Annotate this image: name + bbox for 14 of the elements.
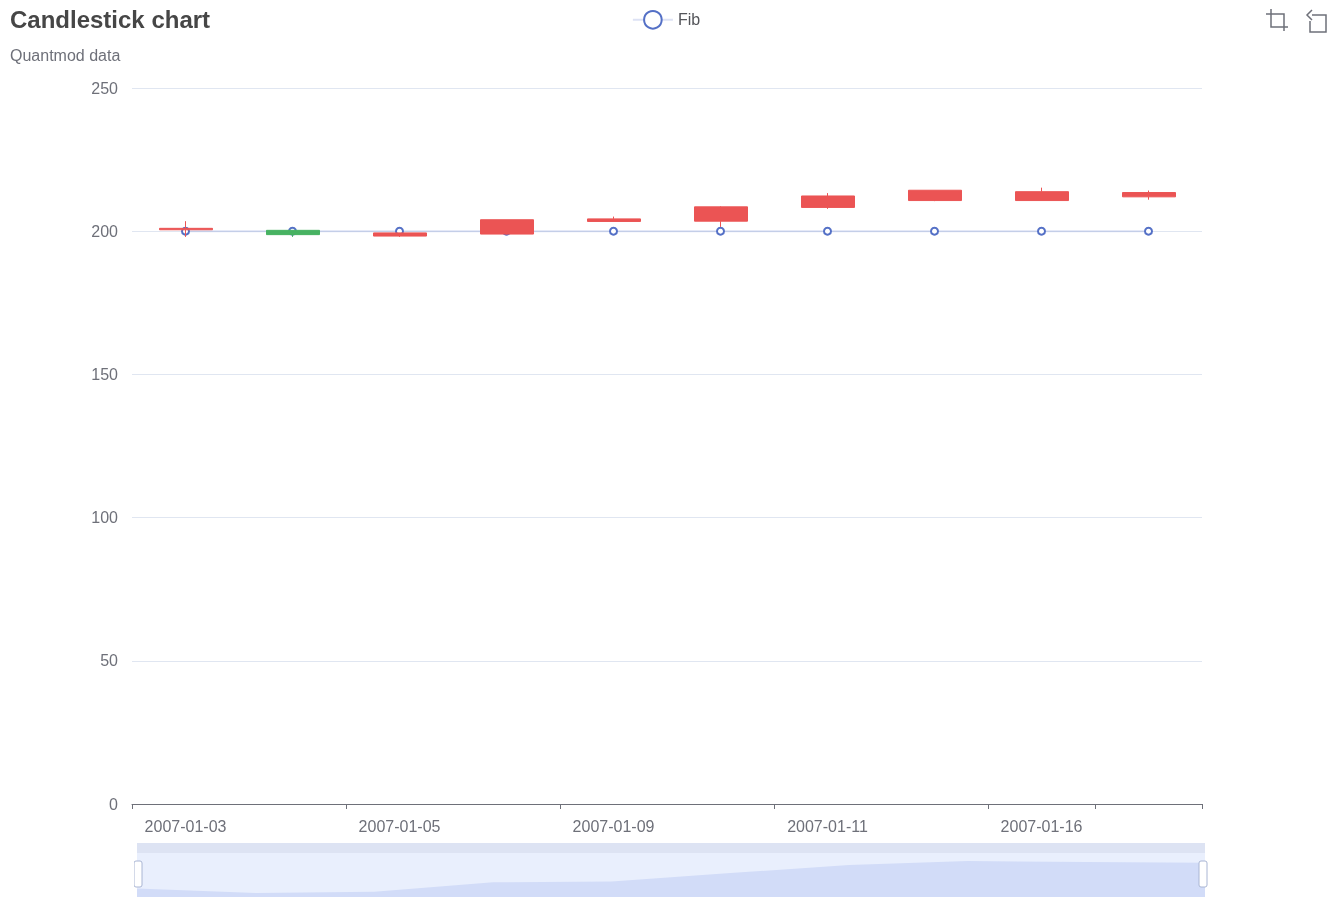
x-tick-label: 2007-01-11 xyxy=(787,817,868,835)
y-tick-label: 200 xyxy=(91,222,119,240)
y-tick-label: 100 xyxy=(91,509,119,527)
y-tick-label: 50 xyxy=(100,652,119,670)
x-tick-label: 2007-01-16 xyxy=(1000,817,1083,835)
chart-title: Candlestick chart xyxy=(10,5,211,33)
x-tick-label: 2007-01-03 xyxy=(144,817,227,835)
y-tick-label: 0 xyxy=(109,795,119,813)
chart-subtitle: Quantmod data xyxy=(10,46,121,64)
x-tick-label: 2007-01-09 xyxy=(572,817,655,835)
legend-label: Fib xyxy=(677,11,701,29)
x-tick-label: 2007-01-05 xyxy=(358,817,441,835)
y-tick-label: 150 xyxy=(91,365,119,383)
y-tick-label: 250 xyxy=(91,79,119,97)
